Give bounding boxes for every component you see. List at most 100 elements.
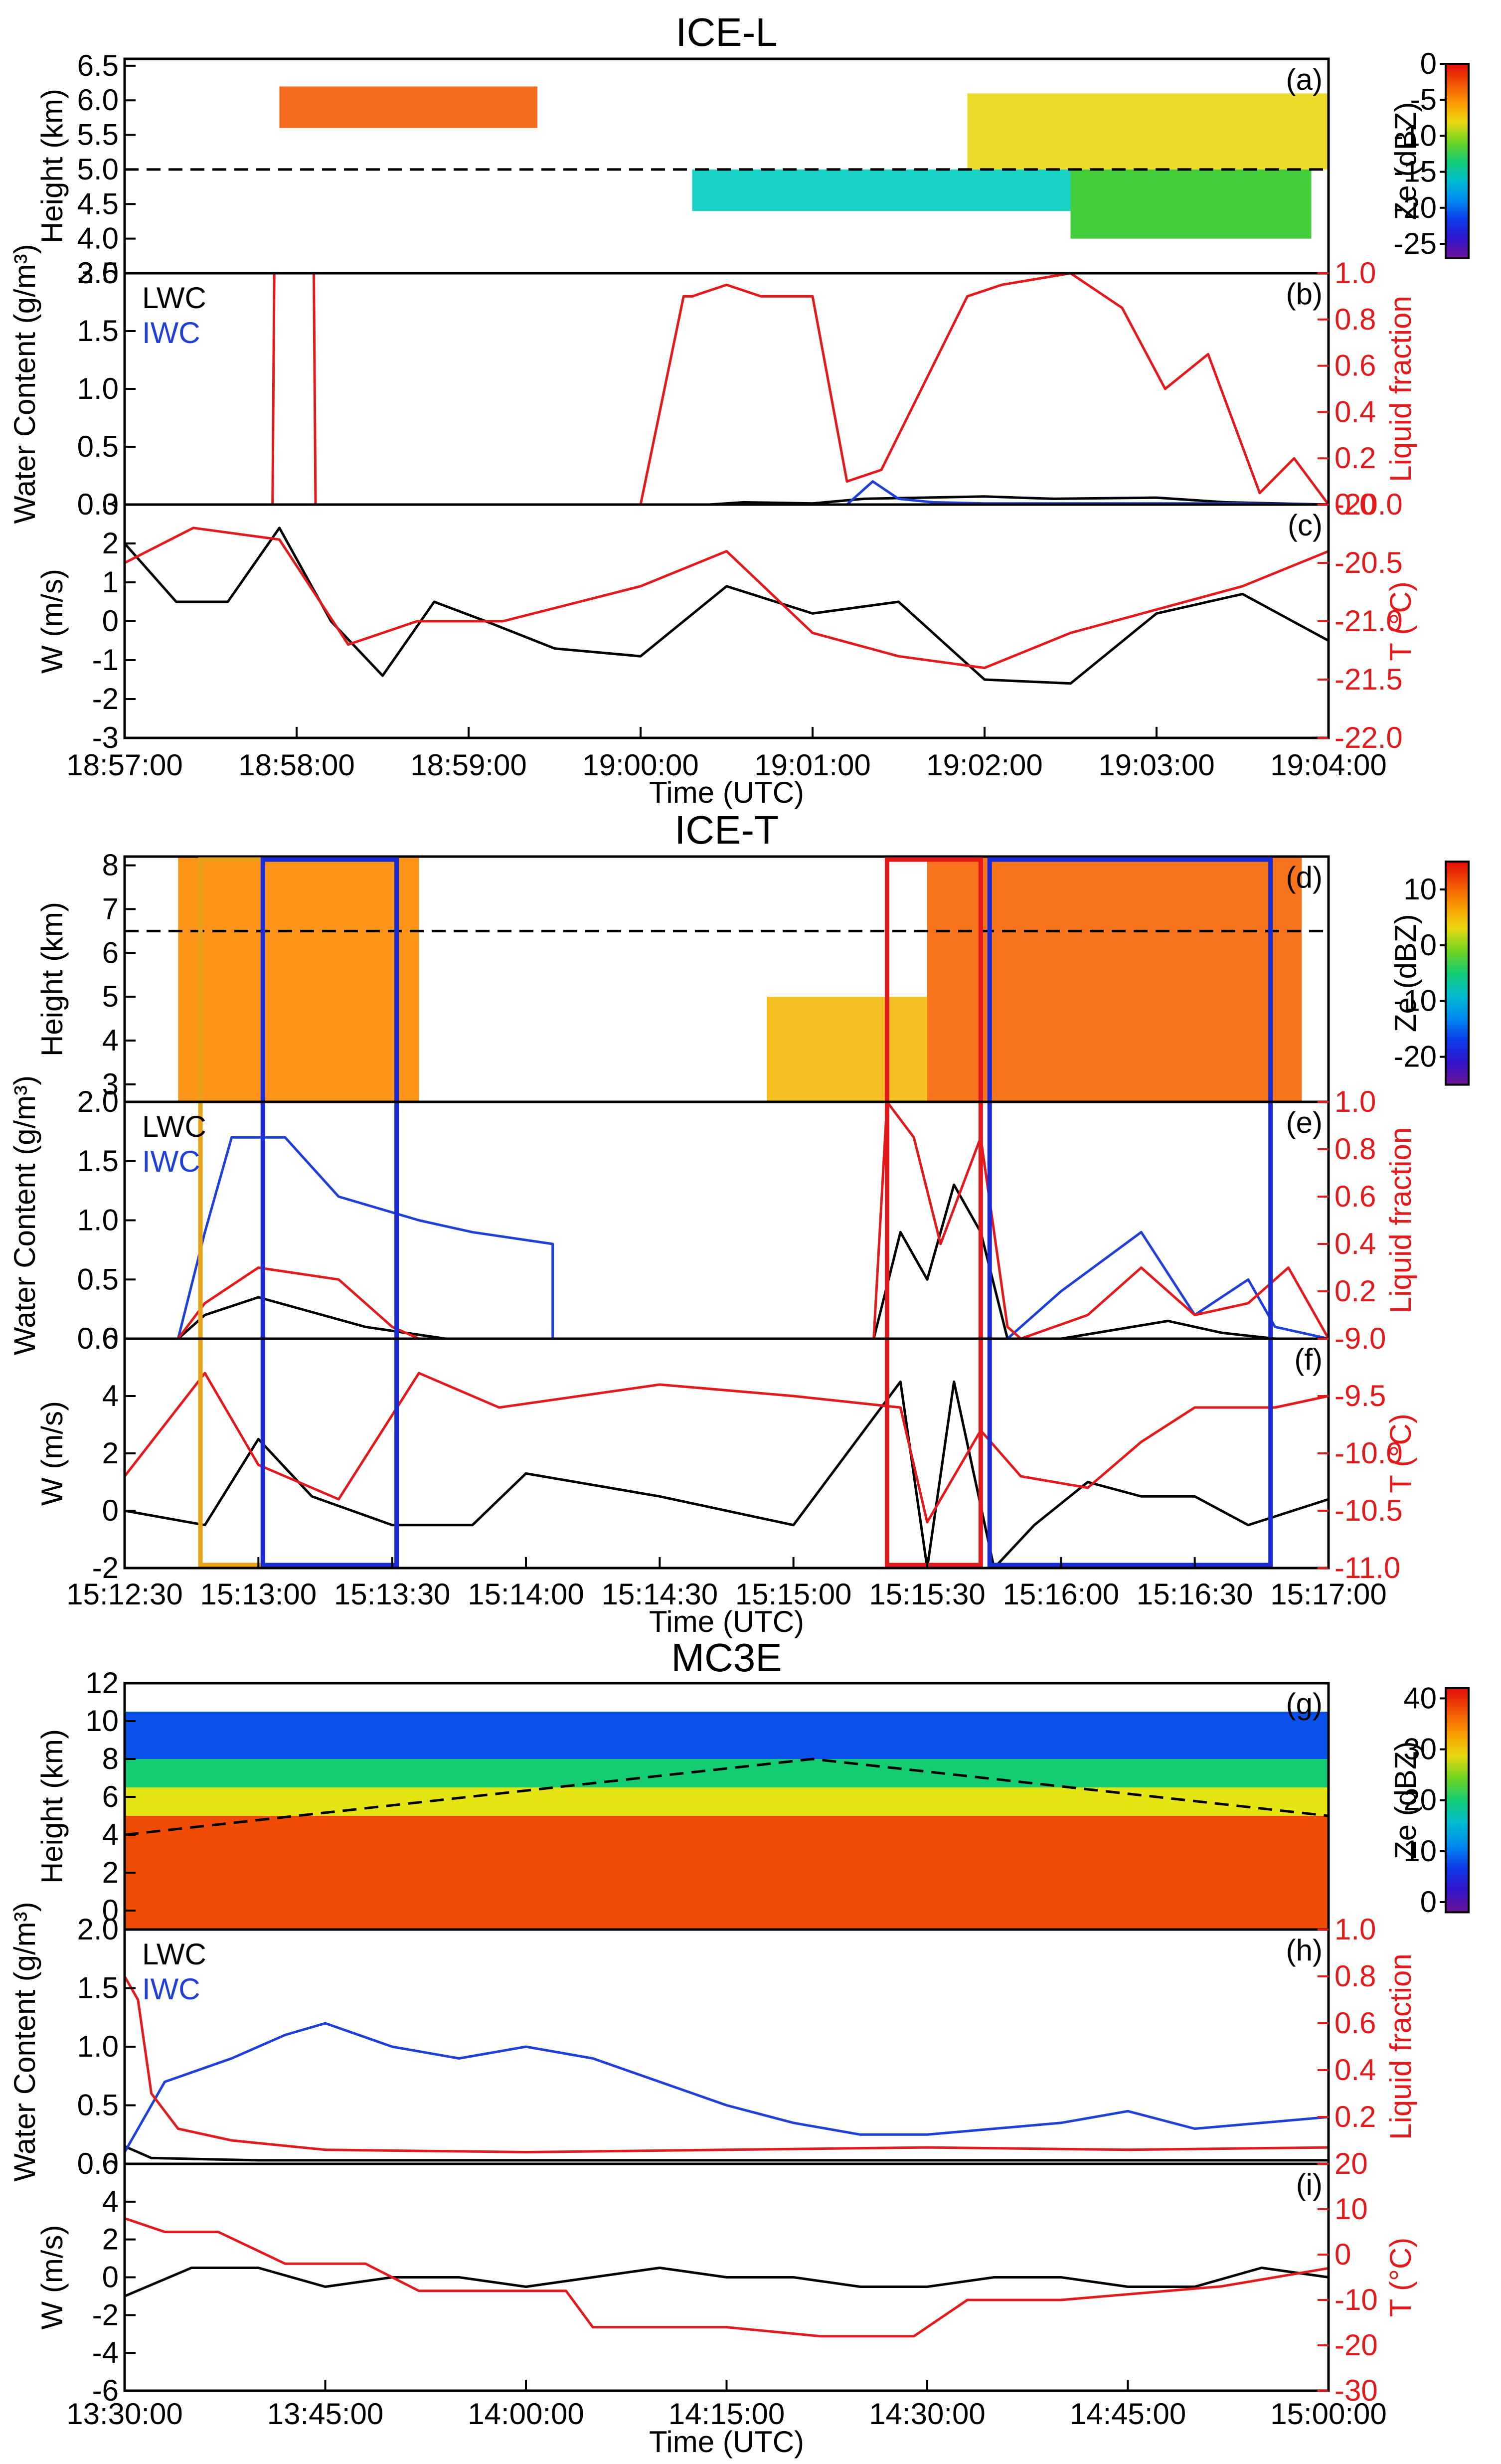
y2label-(h): Liquid fraction	[1384, 1953, 1417, 2140]
y2axis-(h)-tick-label: 0.6	[1334, 2006, 1376, 2040]
echo-layer	[125, 1712, 1329, 1759]
legend-lwc: LWC	[142, 281, 206, 315]
echo-region	[767, 997, 927, 1102]
xaxis-(i)-tick-label: 15:00:00	[1270, 2397, 1387, 2431]
group-title: MC3E	[671, 1635, 782, 1680]
yaxis-(c)-tick-label: 0	[102, 604, 119, 638]
cb0-colorbar-tick-label: -20	[1393, 191, 1437, 224]
yaxis-(g)-tick-label: 10	[85, 1704, 119, 1738]
cb0-colorbar	[1445, 63, 1470, 259]
panel-frame-(e)	[123, 1100, 1330, 1340]
echo-layer	[125, 1787, 1329, 1816]
series-W	[124, 1380, 1329, 1570]
y2axis-(f)-tick-label: -11.0	[1334, 1551, 1400, 1584]
y2axis-(i)-tick-label: -30	[1334, 2374, 1378, 2407]
xaxis-(f)-tick-label: 15:15:00	[735, 1578, 852, 1611]
ylabel-(g): Height (km)	[35, 1729, 69, 1884]
yaxis-(d)-tick-label: 8	[102, 849, 119, 882]
yaxis-(g)-tick-label: 6	[102, 1780, 119, 1813]
ylabel-(i): W (m/s)	[35, 2225, 69, 2330]
yaxis-(i)-tick-label: -2	[92, 2298, 119, 2331]
xaxis-(c)-tick-label: 19:02:00	[926, 748, 1043, 782]
panel-label: (h)	[1286, 1934, 1323, 1967]
cb0-colorbar-tick-label: -10	[1393, 119, 1437, 152]
xaxis-(c)-tick-label: 19:03:00	[1098, 748, 1215, 782]
xaxis-(i)-tick-label: 14:30:00	[869, 2397, 986, 2431]
y2axis-(f)-tick-label: -9.5	[1334, 1379, 1386, 1412]
xlabel-(f): Time (UTC)	[649, 1605, 804, 1638]
series-T	[124, 1372, 1329, 1524]
yaxis-(h)-tick-label: 2.0	[77, 1913, 119, 1946]
dashed-line	[124, 1758, 1329, 1836]
y2label-(e): Liquid fraction	[1384, 1127, 1417, 1314]
cb1-colorbar-label: Ze (dBZ)	[1389, 914, 1422, 1032]
y2axis-(f)-tick-label: -10.5	[1334, 1494, 1403, 1527]
cb1-colorbar-tick-label: 0	[1420, 928, 1437, 962]
xaxis-(f)-tick-label: 15:12:30	[66, 1578, 183, 1611]
xaxis-(f)-tick-label: 15:14:00	[468, 1578, 584, 1611]
xlabel-(i): Time (UTC)	[649, 2425, 804, 2459]
ylabel-(a): Height (km)	[35, 89, 69, 243]
y2label-(f): T (°C)	[1384, 1413, 1417, 1493]
xaxis-(f)-tick-label: 15:16:00	[1003, 1578, 1120, 1611]
yaxis-(d)-tick-label: 6	[102, 936, 119, 969]
yaxis-(c)-tick-label: -2	[92, 682, 119, 715]
series-Liquid fraction	[177, 1100, 1330, 1340]
panel-label: (a)	[1286, 63, 1323, 96]
yaxis-(f)-tick-label: 0	[102, 1494, 119, 1527]
yaxis-(e)-tick-label: 0.5	[77, 1262, 119, 1296]
yaxis-(h)-tick-label: 1.0	[77, 2030, 119, 2063]
y2axis-(b)-tick-label: 1.0	[1334, 256, 1376, 290]
xaxis-(f)-tick-label: 15:13:00	[200, 1578, 317, 1611]
xaxis-(c)-tick-label: 19:04:00	[1270, 748, 1387, 782]
y2axis-(c)-tick-label: -22.0	[1334, 721, 1403, 754]
yaxis-(a)-tick-label: 4.0	[77, 222, 119, 255]
yaxis-(i)-tick-label: 0	[102, 2261, 119, 2294]
xaxis-(i)-tick-label: 14:45:00	[1070, 2397, 1186, 2431]
yaxis-(d)-tick-label: 4	[102, 1024, 119, 1057]
legend-iwc: IWC	[142, 1972, 200, 2006]
ylabel-(c): W (m/s)	[35, 569, 69, 674]
xaxis-(i)-tick-label: 14:00:00	[468, 2397, 584, 2431]
yaxis-(i)-tick-label: -6	[92, 2374, 119, 2407]
xaxis-(c)-tick-label: 18:58:00	[238, 748, 355, 782]
group-title: ICE-L	[675, 10, 778, 54]
echo-region	[927, 857, 1302, 1102]
yaxis-(c)-tick-label: 3	[102, 488, 119, 521]
series-LWC	[124, 2145, 1329, 2162]
ylabel-(f): W (m/s)	[35, 1401, 69, 1506]
y2label-(i): T (°C)	[1384, 2238, 1417, 2317]
legend-iwc: IWC	[142, 1145, 200, 1178]
ylabel-(e): Water Content (g/m³)	[8, 1075, 41, 1355]
yaxis-(a)-tick-label: 5.0	[77, 153, 119, 186]
cb0-colorbar-tick-label: -5	[1410, 83, 1437, 116]
xaxis-(i)-tick-label: 13:30:00	[66, 2397, 183, 2431]
yaxis-(a)-tick-label: 3.5	[77, 256, 119, 290]
y2axis-(b)-tick-label: 0.2	[1334, 441, 1376, 475]
yaxis-(b)-tick-label: 1.5	[77, 314, 119, 348]
panel-label: (e)	[1286, 1106, 1323, 1139]
yaxis-(d)-tick-label: 5	[102, 980, 119, 1013]
yaxis-(i)-tick-label: 4	[102, 2185, 119, 2218]
yaxis-(g)-tick-label: 4	[102, 1818, 119, 1851]
panel-label: (f)	[1294, 1343, 1323, 1376]
panel-label: (b)	[1286, 277, 1323, 311]
y2axis-(i)-tick-label: 10	[1334, 2192, 1368, 2226]
y2axis-(h)-tick-label: 0.4	[1334, 2053, 1376, 2087]
series-W	[124, 527, 1330, 685]
y2axis-(e)-tick-label: 0.2	[1334, 1274, 1376, 1308]
xaxis-(c)-tick-label: 19:00:00	[582, 748, 699, 782]
yaxis-(i)-tick-label: -4	[92, 2336, 119, 2369]
panel-label: (i)	[1296, 2168, 1323, 2201]
yaxis-(d)-tick-label: 3	[102, 1067, 119, 1101]
yaxis-(a)-tick-label: 4.5	[77, 187, 119, 220]
yaxis-(c)-tick-label: -1	[92, 643, 119, 677]
yaxis-(a)-tick-label: 6.5	[77, 49, 119, 82]
echo-layer	[125, 1816, 1329, 1930]
series-IWC	[125, 480, 1329, 506]
echo-region	[178, 857, 419, 1102]
xaxis-(f)-tick-label: 15:13:30	[334, 1578, 451, 1611]
ylabel-(h): Water Content (g/m³)	[8, 1902, 41, 2181]
panel-frame-(f)	[123, 1337, 1330, 1570]
